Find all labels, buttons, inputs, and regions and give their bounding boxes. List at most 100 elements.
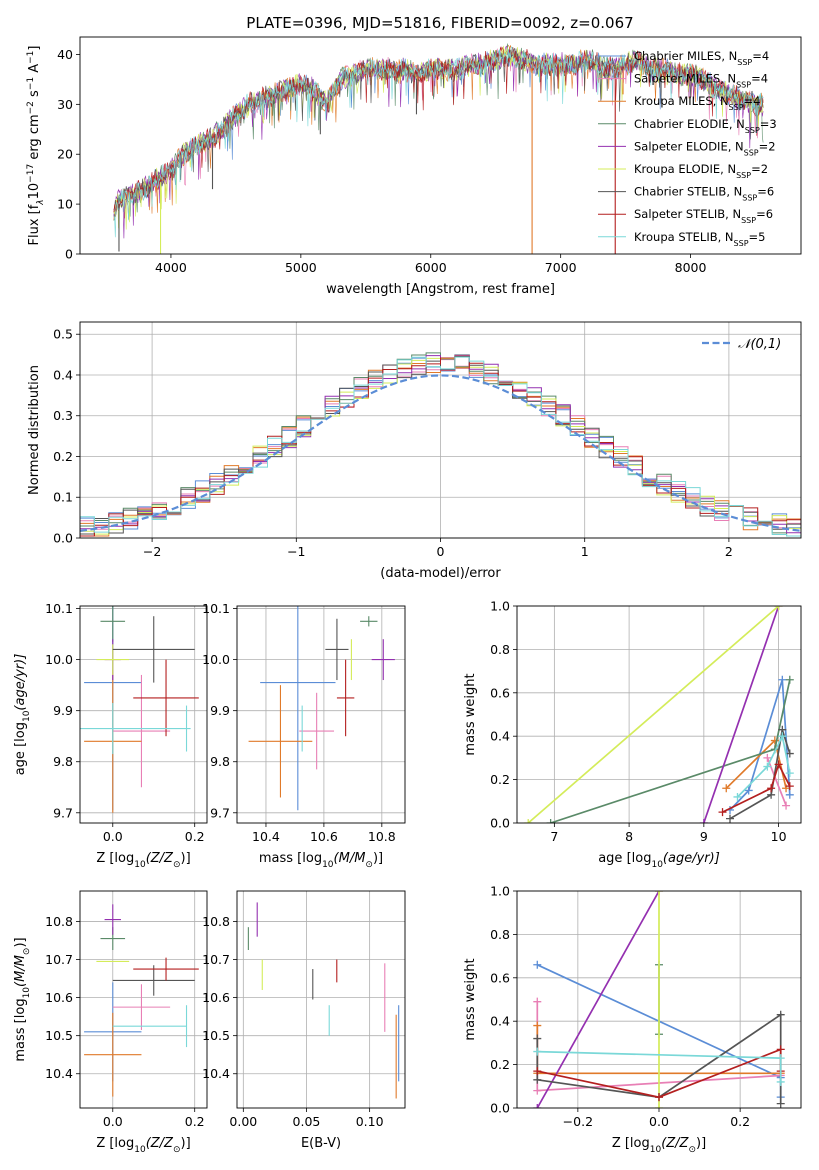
errorbar-chabrier-stelib [112,616,195,683]
weight-series-salpeter-miles [763,753,791,810]
y-tick-label: 10.6 [202,990,230,1005]
legend-label-salpeter-elodie: Salpeter ELODIE, NSSP=2 [634,139,776,157]
spectrum-line-kroupa-stelib [113,46,764,238]
errorbar-salpeter-miles [299,692,335,770]
legend-label-salpeter-miles: Salpeter MILES, NSSP=4 [634,72,768,90]
y-tick-label: 9.8 [210,754,230,769]
y-tick-label: 10.4 [45,1066,73,1081]
weight-marker [785,769,794,778]
spectrum-line-salpeter-elodie [113,45,764,239]
x-tick-label: 0.05 [293,1114,321,1129]
spectrum-legend: Chabrier MILES, NSSP=4 Salpeter MILES, NS… [598,49,777,247]
x-tick-label: 7000 [545,260,577,275]
weight-marker [778,732,787,741]
y-axis-label: Normed distribution [27,365,42,495]
y-tick-label: 40 [57,47,73,62]
weight-marker [533,1021,542,1030]
legend-label-kroupa-stelib: Kroupa STELIB, NSSP=5 [634,230,765,248]
x-tick-label: 0.0 [103,1114,123,1129]
y-tick-label: 1.0 [490,599,510,614]
weight-series-chabrier-miles [726,675,794,814]
axes-frame [79,321,802,539]
weight_vs_age-panel: 7 8 9 10 0.0 0.2 0.4 0.6 0.8 1.0 age [log10(age/yr… [463,599,802,870]
x-tick-label: 8000 [675,260,707,275]
mass_vs_ebv-panel: 0.00 0.05 0.10 10.4 10.5 10.6 10.7 10.8 E(B-V) [202,890,406,1151]
axes-frame [79,605,208,824]
weight-marker [776,1099,785,1108]
axes-frame [79,890,208,1109]
y-tick-label: 0.6 [490,970,510,985]
y-tick-label: 9.8 [53,754,73,769]
x-tick-label: −1 [287,544,305,559]
weight-marker [655,1093,663,1102]
weight-marker [778,675,787,684]
x-tick-label: 5000 [285,260,317,275]
errorbar-kroupa-miles [248,685,313,798]
legend-label-chabrier-elodie: Chabrier ELODIE, NSSP=3 [634,117,777,135]
errorbar-salpeter-miles [112,674,171,788]
y-tick-label: 10.8 [45,914,73,929]
x-tick-label: 0.2 [185,1114,205,1129]
errorbar-salpeter-stelib [133,659,199,737]
legend-label-kroupa-miles: Kroupa MILES, NSSP=4 [634,94,760,112]
x-tick-label: 0 [437,544,445,559]
y-tick-label: 9.7 [53,805,73,820]
errorbar-chabrier-elodie [360,616,378,627]
y-tick-label: 10.0 [202,652,230,667]
weight-marker [722,784,731,793]
errorbar-salpeter-elodie [104,904,121,935]
x-axis-label: Z [log10(Z/Z⊙)] [612,1136,706,1155]
x-axis-label: (data-model)/error [380,566,501,581]
x-tick-label: 0.0 [649,1114,669,1129]
weight-marker [763,753,772,762]
y-tick-label: 0.6 [490,685,510,700]
weight-marker [655,891,663,895]
y-tick-label: 10.6 [45,990,73,1005]
weight_vs_Z-panel: −0.2 0.0 0.2 0.0 0.2 0.4 0.6 0.8 1.0 Z [log10(Z/Z… [463,884,802,1155]
legend-label-chabrier-stelib: Chabrier STELIB, NSSP=6 [634,185,774,203]
weight-series-chabrier-stelib [726,725,794,823]
y-tick-label: 10.7 [45,952,73,967]
weight-marker [533,1034,542,1043]
histogram-kroupa-stelib [80,356,801,537]
x-tick-label: 0.2 [730,1114,750,1129]
y-axis-label: mass weight [463,958,478,1040]
weight-series-kroupa-stelib [533,1047,785,1086]
weight-marker [533,1075,542,1084]
weight-marker [774,760,783,769]
spectrum-panel: 4000 5000 6000 7000 8000 0 10 20 30 40 wavelength … [26,36,802,297]
weight-marker [655,1104,663,1108]
y-tick-label: 0.1 [53,490,73,505]
weight-series-kroupa-elodie [655,891,663,1108]
weight-series-salpeter-elodie [533,891,663,1108]
legend-label-kroupa-elodie: Kroupa ELODIE, NSSP=2 [634,162,768,180]
x-tick-label: 10.8 [368,829,396,844]
weight-marker [782,801,791,810]
errorbar-chabrier-miles [260,606,336,811]
weight-marker [763,762,772,771]
x-tick-label: 8 [625,829,633,844]
y-tick-label: 0.2 [490,1057,510,1072]
x-tick-label: 0.2 [185,829,205,844]
x-axis-label: age [log10(age/yr)] [598,851,720,870]
x-tick-label: 0.0 [103,829,123,844]
y-tick-label: 0.2 [53,449,73,464]
y-tick-label: 0.8 [490,642,510,657]
weight-series-chabrier-elodie [546,675,794,823]
y-tick-label: 10 [57,197,73,212]
y-axis-label: Flux [fλ10−17 erg cm−2 s−1 A−1] [26,46,46,246]
weight-marker [533,997,542,1006]
errorbar-chabrier-stelib [325,618,349,681]
y-axis-label: age [log10(age/yr)] [13,654,32,776]
weight-marker [726,814,734,823]
y-tick-label: 9.9 [210,703,230,718]
weight-marker [699,819,708,823]
weight-marker [776,1077,785,1086]
x-tick-label: 10 [771,829,787,844]
age_vs_mass-panel: 10.4 10.6 10.8 9.7 9.8 9.9 10.0 10.1 mass [log10… [202,601,406,870]
x-tick-label: 2 [725,544,733,559]
y-tick-label: 0 [65,247,73,262]
weight-marker [733,792,742,801]
y-tick-label: 10.0 [45,652,73,667]
y-tick-label: 0.4 [53,367,73,382]
